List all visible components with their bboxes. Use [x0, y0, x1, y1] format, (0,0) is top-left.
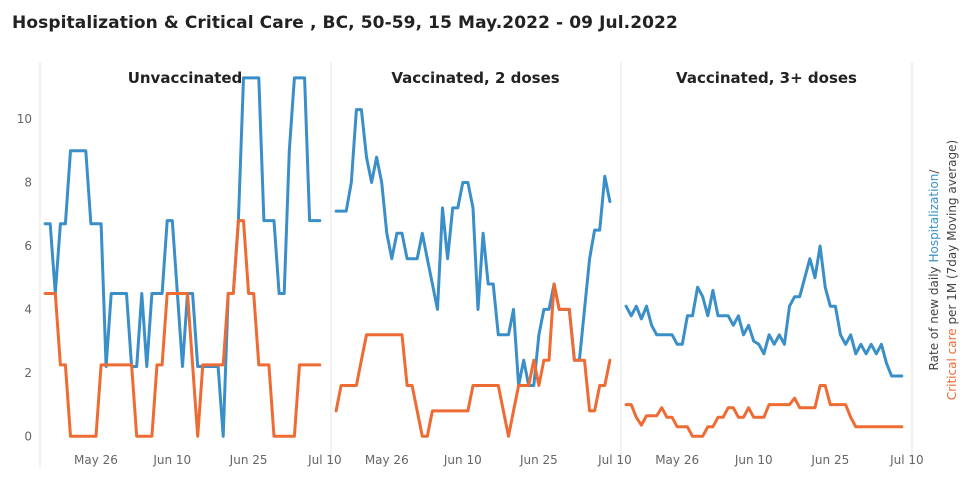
y-tick-label: 2	[24, 366, 32, 380]
hospitalization-line	[43, 76, 322, 438]
chart-title: Hospitalization & Critical Care , BC, 50…	[12, 13, 678, 33]
y-tick-label: 6	[24, 239, 32, 253]
x-tick-label: Jun 25	[519, 453, 558, 467]
y-axis-label-slash: /	[927, 169, 941, 174]
y-axis-label-hospitalization: Hospitalization	[927, 174, 941, 263]
panel-2: Vaccinated, 2 doses May 26 Jun 10 Jun 25 Jul…	[334, 69, 632, 467]
x-tick-label: Jul 10	[597, 453, 632, 467]
x-tick-label: Jun 10	[152, 453, 191, 467]
x-tick-label: Jun 25	[810, 453, 849, 467]
critical-care-line	[43, 219, 322, 438]
panel-title: Vaccinated, 3+ doses	[676, 69, 857, 87]
y-tick-label: 0	[24, 429, 32, 443]
x-tick-label: May 26	[365, 453, 409, 467]
y-axis-label-suffix: per 1M (7day Moving average)	[945, 140, 959, 329]
hospitalization-line	[334, 108, 612, 387]
panel-title: Unvaccinated	[128, 69, 243, 87]
critical-care-line	[334, 282, 612, 438]
x-tick-label: Jun 10	[734, 453, 773, 467]
x-tick-label: May 26	[655, 453, 699, 467]
critical-care-line	[624, 384, 904, 438]
x-tick-label: Jul 10	[889, 453, 924, 467]
y-axis-label-prefix: Rate of new daily	[927, 263, 941, 371]
hospitalization-line	[624, 244, 904, 378]
panel-3: Vaccinated, 3+ doses May 26 Jun 10 Jun 25 Ju…	[624, 69, 924, 467]
y-tick-label: 8	[24, 176, 32, 190]
x-tick-label: Jul 10	[307, 453, 342, 467]
y-axis: 0 2 4 6 8 10	[17, 112, 32, 443]
y-axis-label-line2: Critical care per 1M (7day Moving averag…	[945, 140, 959, 400]
x-tick-label: May 26	[74, 453, 118, 467]
y-tick-label: 4	[24, 302, 32, 316]
y-axis-label-critical-care: Critical care	[945, 328, 959, 400]
x-tick-label: Jun 25	[229, 453, 268, 467]
panel-1: Unvaccinated May 26 Jun 10 Jun 25 Jul 10	[43, 69, 342, 467]
y-tick-label: 10	[17, 112, 32, 126]
x-tick-label: Jun 10	[443, 453, 482, 467]
panel-title: Vaccinated, 2 doses	[391, 69, 559, 87]
y-axis-label-line1: Rate of new daily Hospitalization/	[927, 169, 941, 371]
panel-frames	[39, 62, 913, 468]
